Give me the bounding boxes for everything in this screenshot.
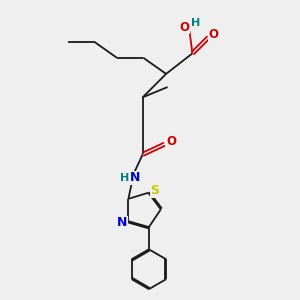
Text: H: H <box>191 18 201 28</box>
Text: O: O <box>166 135 176 148</box>
Text: S: S <box>150 184 159 197</box>
Text: O: O <box>209 28 219 41</box>
Text: H: H <box>120 173 129 183</box>
Text: O: O <box>179 20 189 34</box>
Text: N: N <box>130 171 140 184</box>
Text: N: N <box>117 216 127 229</box>
